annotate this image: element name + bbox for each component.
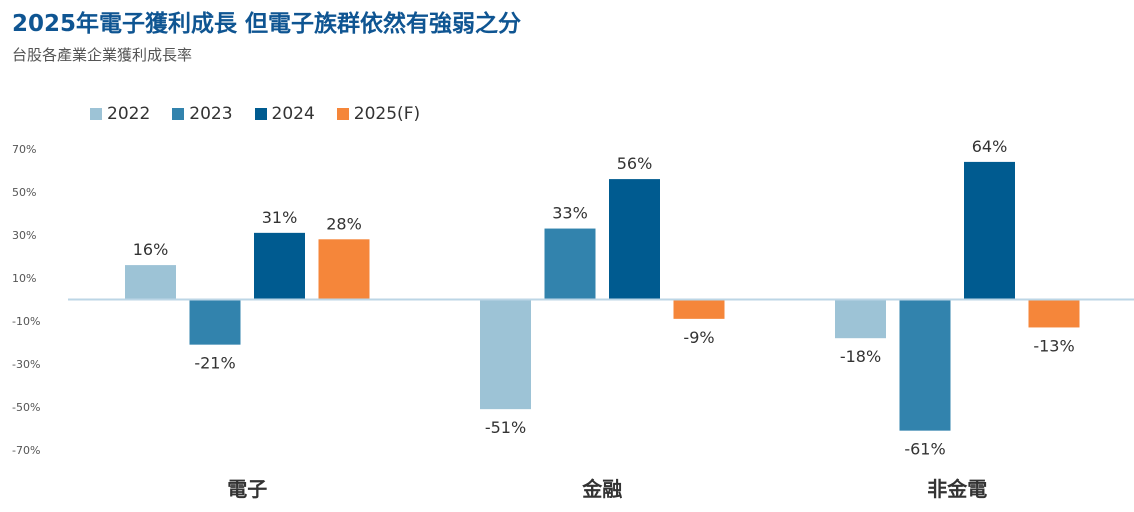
y-tick-label: -70% xyxy=(12,444,40,457)
bar xyxy=(964,161,1015,300)
legend-swatch-2024 xyxy=(254,108,267,120)
chart-title: 2025年電子獲利成長 但電子族群依然有強弱之分 xyxy=(12,11,522,37)
y-tick-label: 70% xyxy=(12,143,36,156)
data-label: 33% xyxy=(552,204,588,223)
bar xyxy=(835,299,886,339)
bar xyxy=(899,299,951,431)
data-label: -18% xyxy=(840,347,881,366)
y-tick-label: 10% xyxy=(12,272,36,285)
legend-item-2024: 2024 xyxy=(254,104,315,124)
bar xyxy=(318,239,370,300)
bar xyxy=(609,179,660,300)
data-label: -13% xyxy=(1033,336,1074,355)
bar xyxy=(480,299,531,410)
y-tick-label: 50% xyxy=(12,186,36,199)
bar xyxy=(189,299,241,345)
chart-subtitle: 台股各產業企業獲利成長率 xyxy=(12,46,193,64)
data-label: -61% xyxy=(904,440,945,459)
data-label: -9% xyxy=(683,328,714,347)
legend-swatch-2023 xyxy=(172,108,185,120)
category-label: 非金電 xyxy=(927,477,987,501)
data-label: 31% xyxy=(262,208,298,227)
bar xyxy=(544,228,596,300)
y-tick-label: 30% xyxy=(12,229,36,242)
y-tick-label: -50% xyxy=(12,401,40,414)
data-label: 56% xyxy=(617,154,653,173)
bar xyxy=(254,232,305,300)
legend-label-2023: 2023 xyxy=(189,104,233,124)
bar xyxy=(125,265,176,300)
legend-label-2022: 2022 xyxy=(107,104,151,124)
y-tick-label: -10% xyxy=(12,315,40,328)
legend-item-2023: 2023 xyxy=(172,104,233,124)
data-label: 64% xyxy=(972,137,1008,156)
y-tick-label: -30% xyxy=(12,358,40,371)
legend: 2022 2023 2024 2025(F) xyxy=(90,104,442,124)
data-label: -21% xyxy=(194,354,235,373)
category-label: 金融 xyxy=(581,477,622,501)
legend-swatch-2022 xyxy=(90,108,102,120)
legend-swatch-2025f xyxy=(336,108,349,120)
legend-label-2025f: 2025(F) xyxy=(353,104,421,124)
legend-label-2024: 2024 xyxy=(271,104,315,124)
legend-item-2025f: 2025(F) xyxy=(336,104,421,124)
data-label: -51% xyxy=(485,418,526,437)
category-label: 電子 xyxy=(227,477,267,501)
data-label: 16% xyxy=(133,240,169,259)
bar xyxy=(1028,299,1080,328)
legend-item-2022: 2022 xyxy=(90,104,150,124)
data-label: 28% xyxy=(326,214,362,233)
bar xyxy=(673,299,725,319)
